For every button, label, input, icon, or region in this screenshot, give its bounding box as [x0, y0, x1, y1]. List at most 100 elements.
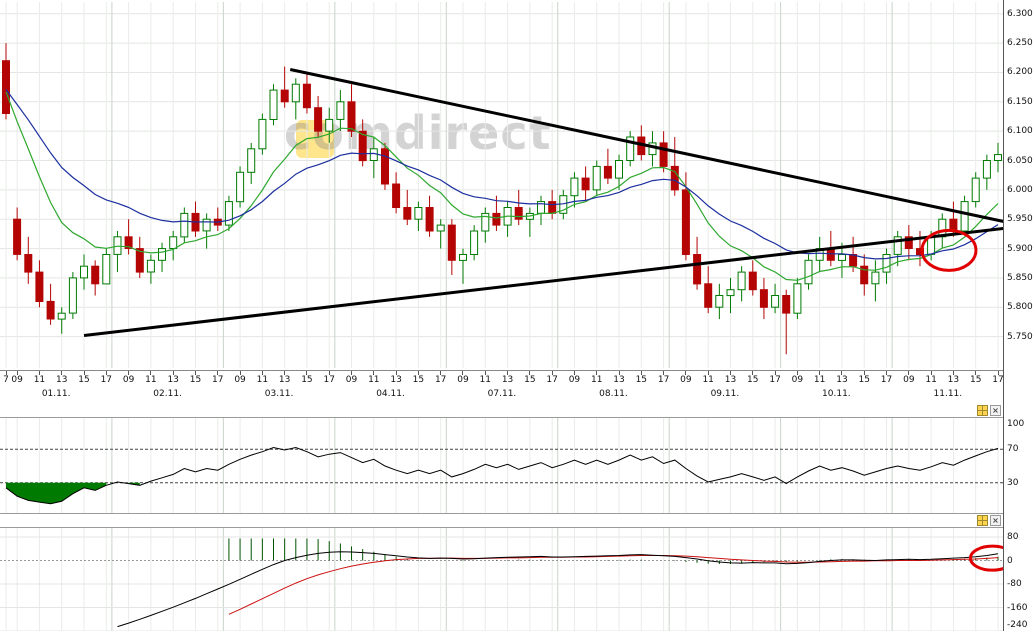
time-tick	[930, 371, 932, 375]
time-tick	[507, 371, 509, 375]
annotation-layer	[920, 228, 978, 272]
momentum-close-icon[interactable]: ×	[990, 515, 1001, 526]
time-tick	[997, 371, 999, 375]
time-label: 15	[747, 375, 759, 385]
time-label: 11	[256, 375, 269, 385]
oscillator-settings-icon[interactable]	[977, 405, 988, 416]
main-grid	[0, 2, 1004, 368]
oscillator-axis-label: 30	[1007, 477, 1019, 488]
momentum-histogram	[228, 538, 999, 565]
time-tick	[61, 371, 63, 375]
time-tick	[395, 371, 397, 375]
time-label: 13	[278, 375, 291, 385]
time-tick	[484, 371, 486, 375]
panel-divider	[0, 417, 1004, 418]
time-tick	[573, 371, 575, 375]
time-tick	[685, 371, 687, 375]
price-chart	[0, 2, 1004, 368]
time-tick	[841, 371, 843, 375]
price-axis-label: 6.050	[1007, 155, 1033, 166]
trendlines-layer	[83, 68, 1004, 337]
oscillator-close-icon[interactable]: ×	[990, 405, 1001, 416]
time-tick	[975, 371, 977, 375]
momentum-macd-line	[117, 551, 999, 628]
price-axis-label: 5.900	[1007, 243, 1033, 254]
time-label: 09	[568, 375, 581, 385]
time-label: 17	[546, 375, 558, 385]
oscillator-axis-label: 70	[1007, 444, 1019, 455]
time-tick	[952, 371, 954, 375]
date-label: 10.11.	[822, 389, 851, 399]
price-axis-label: 5.950	[1007, 214, 1033, 225]
oscillator-chart	[0, 418, 1004, 513]
time-label: 15	[78, 375, 90, 385]
time-label: 09	[680, 375, 692, 385]
time-tick	[105, 371, 107, 375]
momentum-settings-icon[interactable]	[977, 515, 988, 526]
momentum-annotation	[968, 544, 1004, 572]
time-tick	[128, 371, 130, 375]
time-label: 11	[145, 375, 157, 385]
time-label: 15	[635, 375, 648, 385]
price-axis-label: 5.800	[1007, 302, 1033, 313]
time-tick	[38, 371, 40, 375]
time-label: 13	[947, 375, 960, 385]
time-tick	[596, 371, 598, 375]
momentum-axis-label: -160	[1007, 602, 1028, 613]
time-label: 09	[791, 375, 804, 385]
time-axis: 7 09 11 13 15 17 09 11 13 15 17 09 11 13 15 17 09 11 13 15 1…	[0, 370, 1004, 408]
price-axis-label: 6.100	[1007, 126, 1033, 137]
momentum-axis-label: -240	[1007, 620, 1028, 630]
date-label: 07.11.	[487, 389, 517, 399]
time-tick	[707, 371, 709, 375]
date-label: 09.11.	[710, 389, 740, 399]
time-tick	[462, 371, 464, 375]
time-label: 17	[769, 375, 781, 385]
time-tick	[529, 371, 531, 375]
time-label: 17	[100, 375, 113, 385]
price-axis-label: 6.300	[1007, 8, 1033, 19]
time-label: 15	[524, 375, 536, 385]
time-tick	[373, 371, 375, 375]
time-label: 7	[3, 375, 9, 385]
time-tick	[217, 371, 219, 375]
time-label: 11	[702, 375, 714, 385]
time-label: 15	[301, 375, 313, 385]
price-axis-label: 6.250	[1007, 38, 1033, 49]
time-label: 11	[925, 375, 937, 385]
time-label: 15	[189, 375, 202, 385]
time-tick	[729, 371, 731, 375]
candles-layer	[2, 43, 1002, 355]
time-label: 11	[591, 375, 603, 385]
time-tick	[306, 371, 308, 375]
time-tick	[16, 371, 18, 375]
time-tick	[440, 371, 442, 375]
time-tick	[150, 371, 152, 375]
momentum-chart	[0, 528, 1004, 631]
time-tick	[908, 371, 910, 375]
time-tick	[351, 371, 353, 375]
time-tick	[172, 371, 174, 375]
date-label: 04.11.	[376, 389, 405, 399]
oscillator-line	[5, 446, 999, 505]
time-tick	[261, 371, 263, 375]
time-label: 13	[167, 375, 179, 385]
date-label: 02.11.	[153, 389, 182, 399]
time-label: 15	[969, 375, 982, 385]
time-tick	[328, 371, 330, 375]
time-tick	[752, 371, 754, 375]
time-tick	[284, 371, 286, 375]
time-tick	[819, 371, 821, 375]
price-axis-label: 6.200	[1007, 67, 1033, 78]
time-tick	[551, 371, 553, 375]
time-tick	[618, 371, 620, 375]
time-tick	[663, 371, 665, 375]
moving-averages-layer	[5, 89, 999, 281]
panel-divider	[0, 513, 1004, 514]
momentum-grid	[0, 528, 1004, 631]
time-label: 09	[234, 375, 246, 385]
time-label: 15	[858, 375, 870, 385]
price-axis-label: 5.750	[1007, 331, 1033, 342]
time-label: 13	[724, 375, 737, 385]
time-label: 17	[323, 375, 335, 385]
